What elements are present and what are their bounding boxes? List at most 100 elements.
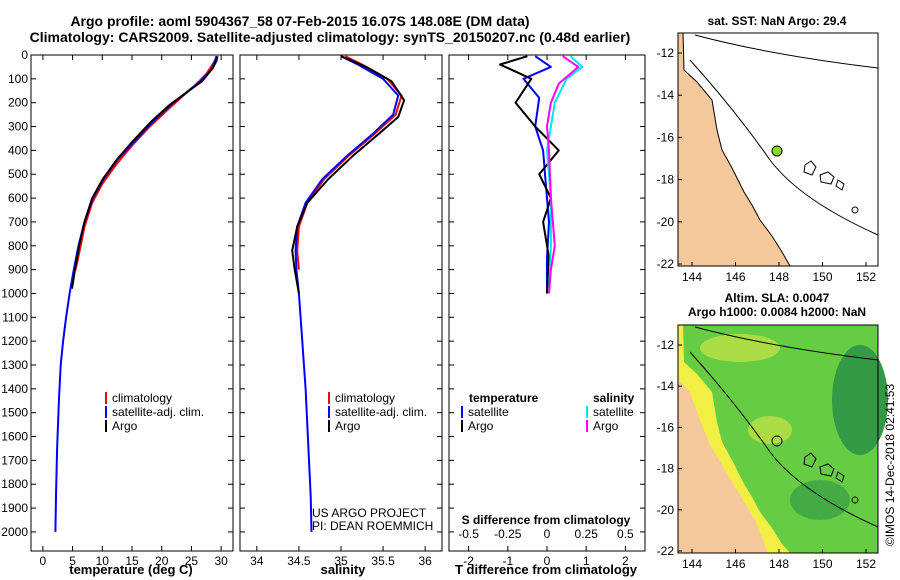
legend-salinity-heading: salinity [593,391,635,405]
lon-tick-label: 150 [812,557,832,571]
lon-tick-label: 146 [725,557,745,571]
y-tick-label: 2000 [1,525,28,539]
y-tick-label: 1100 [2,310,28,324]
lat-tick-label: -18 [657,173,675,187]
sla-map [677,324,888,554]
lon-tick-label: 152 [856,270,876,284]
lon-tick-label: 150 [812,270,832,284]
lat-tick-label: -12 [657,46,675,60]
lat-tick-label: -14 [657,379,675,393]
y-tick-label: 1700 [1,453,28,467]
x-tick-label-salinity: -0.5 [458,527,479,541]
sla-map-reef-contour [694,326,879,361]
series-line-satellite-adj-clim- [54,55,218,532]
difference-legend: temperature satellite Argo salinity sate… [461,391,635,433]
sla-map-title-2: Argo h1000: 0.0084 h2000: NaN [688,305,866,319]
y-tick-label: 700 [8,215,28,229]
lon-tick-label: 148 [769,270,789,284]
x-tick-label: 34 [250,554,264,568]
lon-tick-label: 146 [725,270,745,284]
x-tick-label: 35.5 [371,554,395,568]
x-tick-label: 25 [185,554,199,568]
temperature-axes [30,54,234,552]
y-tick-label: 1900 [1,501,28,515]
series-line-temperature-satellite [522,55,552,294]
y-tick-label: 1000 [1,286,28,300]
x-tick-label-salinity: -0.25 [494,527,522,541]
salinity-xlabel: salinity [321,562,367,577]
x-tick-label: -1 [502,554,513,568]
sst-map-land [677,32,791,267]
x-tick-label: 0 [544,554,551,568]
x-tick-label: 2 [622,554,629,568]
legend-argo: Argo [335,419,361,433]
lat-tick-label: -22 [657,257,675,271]
project-credit: US ARGO PROJECT [312,506,427,520]
lat-tick-label: -20 [657,503,675,517]
y-tick-label: 300 [8,120,28,134]
lat-tick-label: -12 [657,338,675,352]
y-tick-label: 200 [8,96,28,110]
y-tick-label: 1200 [1,334,28,348]
y-tick-label: 500 [8,167,28,181]
temperature-legend: climatology satellite-adj. clim. Argo [105,391,204,433]
sla-map-shelf-contour [689,351,879,528]
sst-map-title: sat. SST: NaN Argo: 29.4 [708,14,847,28]
x-tick-label: 15 [125,554,139,568]
x-tick-label: 5 [69,554,76,568]
lon-tick-label: 152 [856,557,876,571]
sla-map-title-1: Altim. SLA: 0.0047 [725,291,830,305]
y-tick-label: 0 [21,48,28,62]
legend-climatology: climatology [112,391,172,405]
series-line-temperature-argo [499,55,560,294]
salinity-diff-xlabel: S difference from climatology [462,513,631,527]
lon-tick-label: 144 [682,270,702,284]
sst-map-reefs [803,160,845,191]
sla-map-low-anomaly [790,480,850,520]
argo-float-marker [771,145,783,157]
legend-argo: Argo [112,419,138,433]
y-tick-label: 600 [8,191,28,205]
series-line-climatology [296,55,403,270]
sst-map-island [851,206,859,214]
lat-tick-label: -18 [657,462,675,476]
x-tick-label: 30 [214,554,228,568]
sla-map-reefs [803,452,845,483]
salinity-legend: climatology satellite-adj. clim. Argo [328,391,427,433]
legend-t-argo: Argo [468,419,494,433]
lat-tick-label: -22 [657,544,675,558]
x-tick-label: 0 [40,554,47,568]
sla-map-low-anomaly [832,345,888,455]
y-tick-label: 1500 [1,406,28,420]
y-tick-label: 1400 [1,382,28,396]
legend-s-satellite: satellite [593,405,634,419]
argo-float-marker [771,435,783,447]
sst-map-ticks: -12 -14 -16 -18 -20 -22 144 146 148 150 152 [657,46,877,284]
sla-map-frame [677,324,879,554]
y-tick-label: 900 [8,263,28,277]
lat-tick-label: -16 [657,130,675,144]
x-tick-label-salinity: 0 [544,527,551,541]
legend-t-satellite: satellite [468,405,509,419]
series-line-argo [71,55,219,289]
sst-map-shelf-contour [689,59,879,236]
legend-climatology: climatology [335,391,395,405]
series-line-satellite-adj-clim- [294,55,400,532]
y-tick-label: 1300 [1,358,28,372]
series-line-argo [291,55,406,294]
series-line-salinity-argo [546,55,580,294]
sst-map-frame [677,32,879,267]
series-line-climatology [74,55,218,270]
legend-satellite-clim: satellite-adj. clim. [335,405,427,419]
lon-tick-label: 148 [769,557,789,571]
sla-map-land [678,380,768,553]
x-tick-label: 1 [583,554,590,568]
x-tick-label: 34.5 [287,554,311,568]
x-tick-label: 36 [418,554,432,568]
salinity-plot: 34 34.5 35 35.5 36 [240,54,442,568]
x-tick-label: 20 [155,554,169,568]
lon-tick-label: 144 [682,557,702,571]
x-tick-label: 10 [96,554,110,568]
y-tick-label: 1800 [1,477,28,491]
